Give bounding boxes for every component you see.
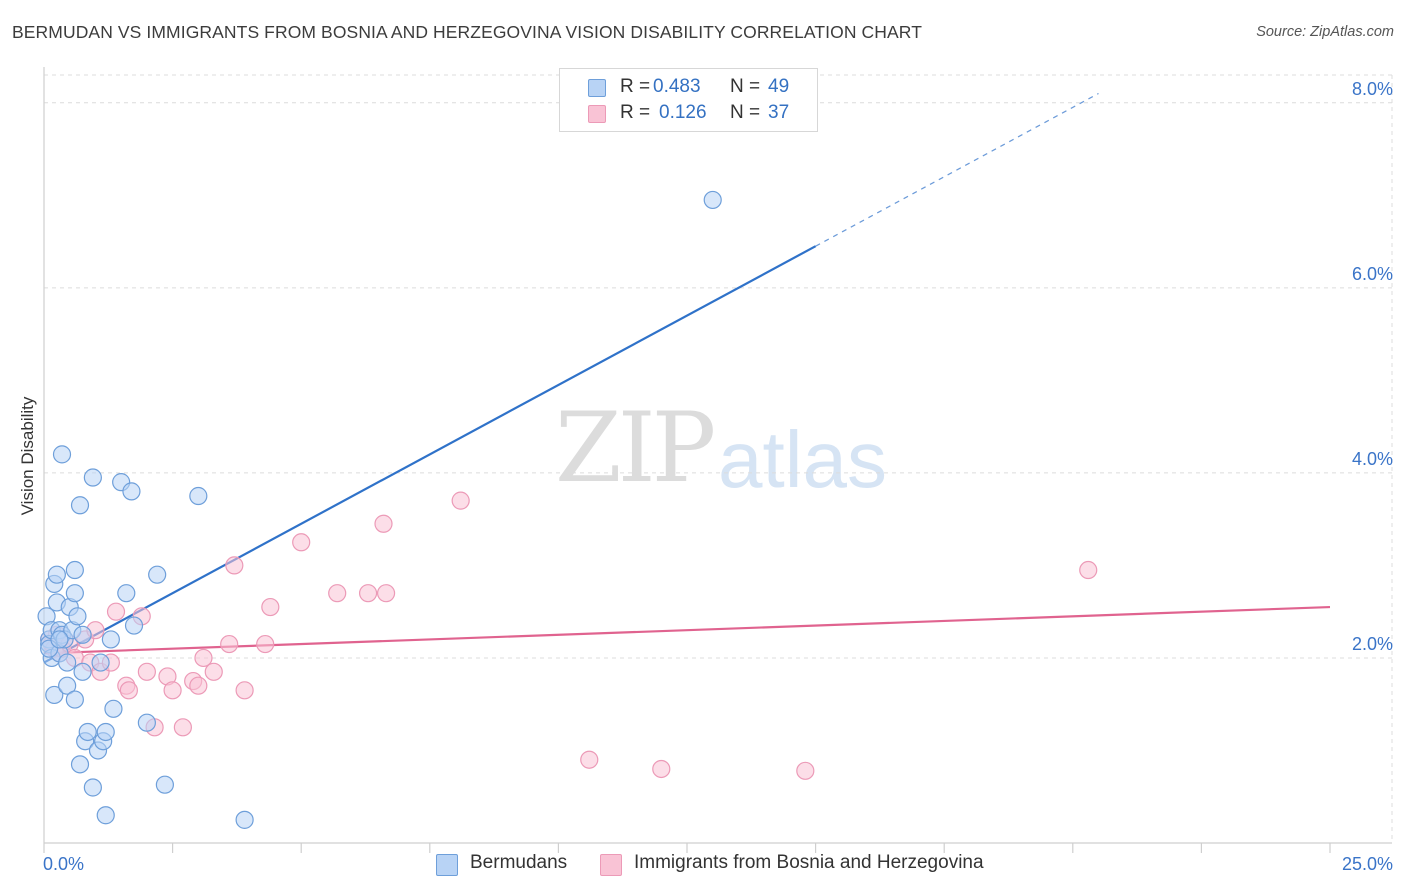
legend-label: Immigrants from Bosnia and Herzegovina [634,852,984,873]
legend-row-bermudans: R = 0.483 N = 49 [560,76,817,100]
bosnia-point [328,584,347,603]
bermudans-trend-extension [815,92,1099,247]
bermudans-point [65,584,84,603]
bermudans-point [58,676,77,695]
chart-title: BERMUDAN VS IMMIGRANTS FROM BOSNIA AND H… [12,22,922,42]
legend-r-label: R = [620,76,651,97]
bosnia-point [374,514,393,533]
bosnia-point [796,761,815,780]
bermudans-point [73,662,92,681]
bosnia-point [358,584,378,603]
bermudans-point [91,653,110,672]
bermudans-point [96,806,115,825]
bermudans-point [104,699,123,718]
bermudans-trend-line [43,245,817,664]
bermudans-point [78,722,97,742]
bermudans-point [70,496,90,515]
legend-swatch-blue [436,854,458,876]
bosnia-point [652,759,671,779]
bosnia-point [256,634,275,654]
bermudans-point [83,778,102,797]
legend-n-label: N = [730,76,761,97]
legend-n-value: 37 [768,102,790,123]
legend-swatch-pink [588,105,606,123]
y-axis-label: Vision Disability [18,396,37,516]
bosnia-point [261,597,280,617]
bermudans-point [96,722,115,742]
bosnia-point [119,681,138,700]
trend-lines [43,92,1331,664]
bosnia-point [580,750,599,769]
bosnia-point [292,533,311,552]
bermudans-point [124,616,144,635]
legend-n-value: 49 [768,76,790,97]
bosnia-point [451,491,470,510]
bosnia-point [106,602,126,621]
bermudans-point [83,468,102,487]
series-legend: Bermudans Immigrants from Bosnia and Her… [0,852,1406,878]
bermudans-point [50,630,69,649]
legend-r-label: R = [620,102,651,123]
bosnia-point [235,681,254,700]
bermudans-point [58,653,77,672]
bermudans-point [73,625,92,644]
bosnia-point [220,634,239,654]
bermudans-point [155,775,174,794]
source-label: Source: ZipAtlas.com [1256,24,1394,40]
bosnia-point [137,662,156,681]
legend-row-bosnia: R = 0.126 N = 37 [560,102,817,126]
bermudans-point [45,685,64,705]
legend-label: Bermudans [470,852,568,873]
bermudans-point [148,565,167,584]
bermudans-point [70,755,90,774]
y-tick-label: 6.0% [1352,264,1393,284]
bermudans-point [703,190,722,210]
x-tick-label-max: 25.0% [1342,854,1393,874]
bosnia-point [1079,560,1098,580]
axes [43,67,1392,853]
bermudans-point [68,607,87,626]
legend-n-label: N = [730,102,761,123]
bermudans-point [122,482,141,501]
watermark-atlas: atlas [718,415,887,504]
grid-lines [44,74,1393,843]
bermudans-point [117,584,136,603]
bermudans-point [65,690,84,709]
legend-r-value: 0.126 [659,102,707,123]
legend-swatch-pink [600,854,622,876]
y-tick-label: 4.0% [1352,449,1393,469]
bosnia-point [189,676,208,695]
bosnia-point [225,556,244,575]
y-tick-label: 2.0% [1352,634,1393,654]
y-tick-label: 8.0% [1352,79,1393,99]
bermudans-point [189,486,208,506]
bermudans-point [137,713,156,732]
data-points [37,190,1098,829]
bermudans-point [235,810,254,829]
tick-labels: 2.0% 4.0% 6.0% 8.0% 0.0% 25.0% [43,79,1393,874]
bermudans-point [52,445,72,464]
bermudans-point [101,630,120,649]
x-tick-label-min: 0.0% [43,854,84,874]
bermudans-point [65,560,84,580]
bosnia-point [163,681,182,700]
bosnia-point [173,718,192,737]
bosnia-point [204,662,223,681]
bosnia-point [194,648,213,668]
watermark-zip: ZIP [555,392,716,504]
legend-r-value: 0.483 [653,76,701,97]
legend-swatch-blue [588,79,606,97]
bermudans-point [47,565,66,584]
stats-legend: R = 0.483 N = 49 R = 0.126 N = 37 [559,68,818,132]
bosnia-point [376,584,396,603]
